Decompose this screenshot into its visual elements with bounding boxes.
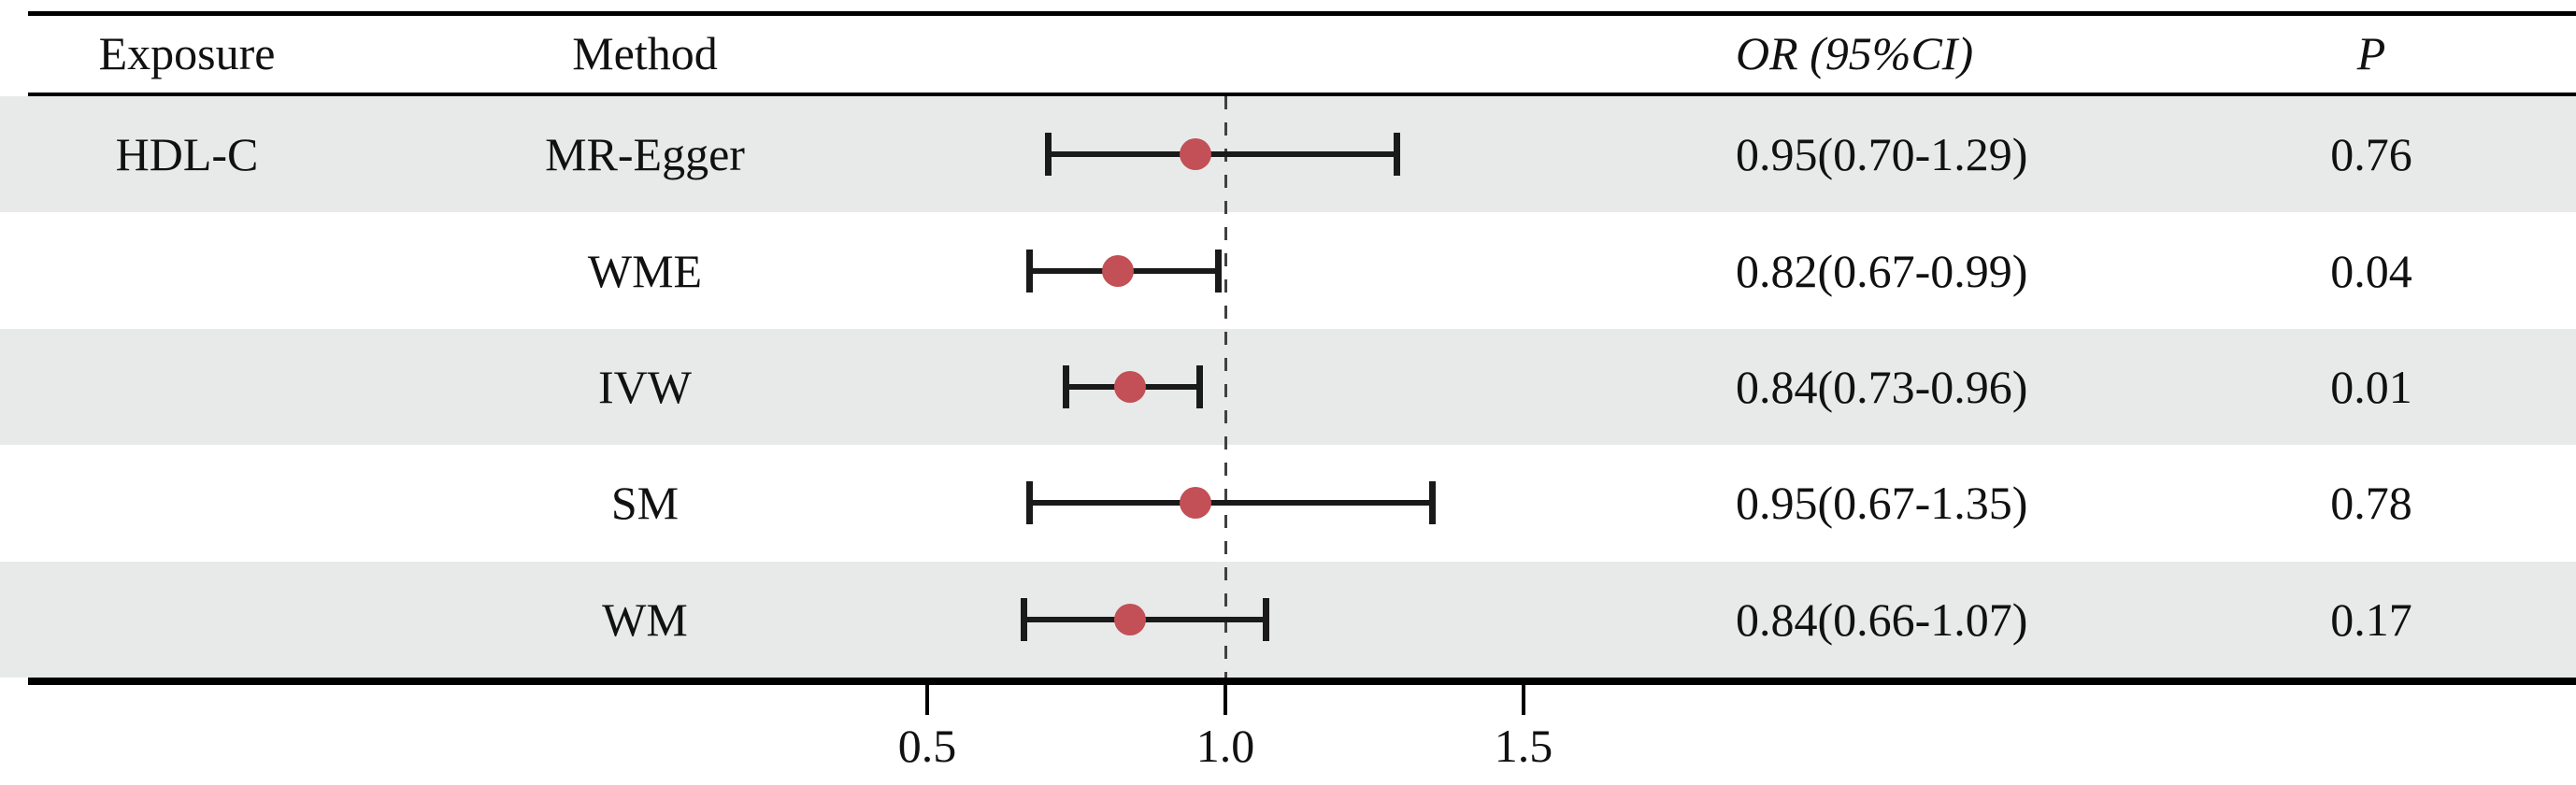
p-value-text: 0.01 xyxy=(2330,361,2412,414)
or-marker xyxy=(1180,138,1212,171)
bottom-rule xyxy=(28,678,2576,685)
p-value-text: 0.76 xyxy=(2330,128,2412,181)
exposure-cell xyxy=(37,212,336,328)
or-ci-text: 0.95(0.67-1.35) xyxy=(1736,477,2028,530)
or-marker xyxy=(1113,371,1146,404)
or-marker xyxy=(1180,487,1212,520)
x-axis: 0.5 1.0 1.5 xyxy=(0,685,2576,785)
axis-tick xyxy=(1522,685,1525,715)
ci-line xyxy=(1046,151,1398,158)
method-label: WM xyxy=(602,592,688,646)
ci-cap-left xyxy=(1021,597,1028,641)
axis-tick-label: 0.5 xyxy=(897,720,957,772)
or-marker xyxy=(1102,254,1135,287)
column-header-p: P xyxy=(2356,27,2386,79)
or-marker xyxy=(1113,603,1146,635)
ci-cap-right xyxy=(1429,481,1437,525)
column-header-or-ci: OR (95%CI) xyxy=(1736,27,1974,79)
ci-line xyxy=(1028,500,1435,507)
table-body: HDL-C MR-Egger 0.95(0.70-1.29) 0.76 WME … xyxy=(0,96,2576,678)
ci-cap-left xyxy=(1044,133,1052,177)
ci-cap-right xyxy=(1196,365,1204,409)
method-label: IVW xyxy=(598,361,692,414)
ci-cap-left xyxy=(1026,481,1034,525)
or-ci-text: 0.82(0.67-0.99) xyxy=(1736,244,2028,297)
or-ci-text: 0.84(0.73-0.96) xyxy=(1736,361,2028,414)
header-row: Exposure Method OR (95%CI) P xyxy=(0,14,2576,93)
header-rule xyxy=(28,93,2576,96)
exposure-cell xyxy=(37,562,336,678)
ci-cap-left xyxy=(1026,249,1034,293)
ci-cap-right xyxy=(1262,597,1269,641)
axis-tick xyxy=(1224,685,1227,715)
p-value-text: 0.17 xyxy=(2330,592,2412,646)
ci-cap-right xyxy=(1214,249,1222,293)
ci-cap-left xyxy=(1062,365,1069,409)
table-row: SM 0.95(0.67-1.35) 0.78 xyxy=(0,445,2576,561)
table-row: HDL-C MR-Egger 0.95(0.70-1.29) 0.76 xyxy=(0,96,2576,213)
exposure-cell xyxy=(37,329,336,445)
column-header-method: Method xyxy=(572,27,718,79)
exposure-cell xyxy=(37,445,336,561)
ci-cap-right xyxy=(1394,133,1401,177)
reference-line xyxy=(1224,96,1227,678)
or-ci-text: 0.84(0.66-1.07) xyxy=(1736,592,2028,646)
axis-tick-label: 1.0 xyxy=(1195,720,1255,772)
axis-tick-label: 1.5 xyxy=(1494,720,1553,772)
column-header-exposure: Exposure xyxy=(98,27,276,79)
exposure-cell: HDL-C xyxy=(115,128,259,181)
method-label: MR-Egger xyxy=(545,128,745,181)
table-row: WME 0.82(0.67-0.99) 0.04 xyxy=(0,212,2576,328)
p-value-text: 0.78 xyxy=(2330,477,2412,530)
top-rule xyxy=(28,11,2576,16)
axis-tick xyxy=(925,685,929,715)
table-row: IVW 0.84(0.73-0.96) 0.01 xyxy=(0,328,2576,446)
table-row: WM 0.84(0.66-1.07) 0.17 xyxy=(0,561,2576,678)
or-ci-text: 0.95(0.70-1.29) xyxy=(1736,128,2028,181)
method-label: WME xyxy=(587,244,703,297)
p-value-text: 0.04 xyxy=(2330,244,2412,297)
method-label: SM xyxy=(610,477,680,530)
